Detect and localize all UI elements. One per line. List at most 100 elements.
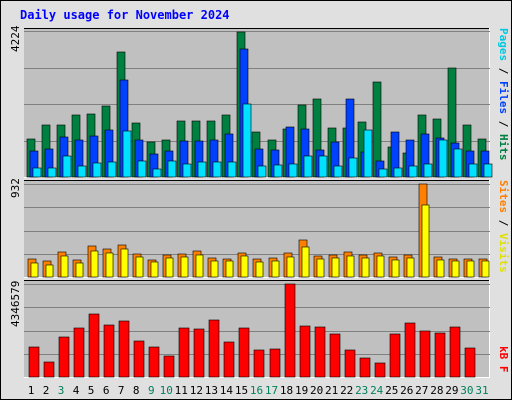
pages-bar-day-31 xyxy=(483,163,493,178)
sites-bar-day-4 xyxy=(75,262,84,278)
kb-f-bar-day-23 xyxy=(359,357,371,378)
sites-bar-day-17 xyxy=(271,260,280,278)
sites-bar-day-13 xyxy=(210,260,219,278)
day-label-29: 29 xyxy=(445,384,458,397)
kb-f-bar-day-1 xyxy=(28,346,40,378)
sites-bar-day-12 xyxy=(195,254,204,278)
pages-bar-day-8 xyxy=(137,160,147,178)
day-label-24: 24 xyxy=(370,384,384,397)
kb-f-bar-day-8 xyxy=(133,340,145,378)
kb-f-bar-day-18 xyxy=(284,283,296,378)
day-label-14: 14 xyxy=(220,384,234,397)
day-label-3: 3 xyxy=(58,384,65,397)
pages-bar-day-25 xyxy=(393,167,403,178)
day-label-17: 17 xyxy=(265,384,278,397)
sites-bar-day-8 xyxy=(135,256,144,278)
pages-bar-day-21 xyxy=(333,165,343,178)
day-label-2: 2 xyxy=(43,384,50,397)
day-label-6: 6 xyxy=(103,384,110,397)
pages-bar-day-24 xyxy=(378,168,388,178)
kb-f-bar-day-20 xyxy=(314,326,326,378)
kb-f-bar-day-30 xyxy=(464,347,476,378)
day-label-18: 18 xyxy=(280,384,293,397)
pages-bar-day-16 xyxy=(257,165,267,178)
kb-f-bar-day-2 xyxy=(43,361,55,378)
pages-bar-day-6 xyxy=(107,161,117,178)
pages-bar-day-28 xyxy=(438,139,448,178)
pages-bar-day-12 xyxy=(197,161,207,178)
sites-bar-day-11 xyxy=(180,256,189,278)
day-label-13: 13 xyxy=(205,384,218,397)
pages-bar-day-17 xyxy=(273,164,283,178)
pages-bar-day-4 xyxy=(77,165,87,178)
day-label-23: 23 xyxy=(355,384,368,397)
sites-bar-day-30 xyxy=(466,260,475,278)
pages-bar-day-10 xyxy=(167,160,177,178)
day-label-21: 21 xyxy=(325,384,338,397)
day-label-15: 15 xyxy=(235,384,248,397)
day-label-1: 1 xyxy=(28,384,35,397)
pages-bar-day-11 xyxy=(182,163,192,178)
sites-bar-day-16 xyxy=(255,261,264,278)
hits-files-pages-panel xyxy=(24,28,493,178)
legend-separator-3: / xyxy=(497,213,510,233)
legend-kbytes: kB F xyxy=(497,346,510,373)
day-label-5: 5 xyxy=(88,384,95,397)
sites-bar-day-6 xyxy=(105,252,114,278)
sites-bar-day-22 xyxy=(346,255,355,278)
y-max-label-visits: 932 xyxy=(9,178,22,198)
kb-f-bar-day-27 xyxy=(419,330,431,378)
day-label-25: 25 xyxy=(385,384,398,397)
legend-visits: Visits xyxy=(497,233,510,273)
sites-bar-day-14 xyxy=(225,260,234,278)
kb-f-bar-day-19 xyxy=(299,325,311,378)
sites-bar-day-7 xyxy=(120,248,129,278)
day-label-12: 12 xyxy=(190,384,203,397)
sites-bar-day-31 xyxy=(481,260,490,278)
kb-f-bar-day-12 xyxy=(193,328,205,378)
day-label-9: 9 xyxy=(148,384,155,397)
kb-f-bar-day-28 xyxy=(434,332,446,378)
day-label-26: 26 xyxy=(400,384,413,397)
sites-bar-day-5 xyxy=(90,250,99,278)
chart-title: Daily usage for November 2024 xyxy=(20,8,230,22)
day-label-22: 22 xyxy=(340,384,353,397)
sites-bar-day-29 xyxy=(451,260,460,278)
kb-f-bar-day-13 xyxy=(208,319,220,378)
kb-f-bar-day-24 xyxy=(374,362,386,378)
y-max-label-kbytes: 4346579 xyxy=(9,281,22,327)
day-label-7: 7 xyxy=(118,384,125,397)
sites-bar-day-18 xyxy=(286,256,295,278)
pages-bar-day-2 xyxy=(47,167,57,178)
kb-f-bar-day-25 xyxy=(389,333,401,378)
sites-bar-day-19 xyxy=(301,246,310,278)
legend-sites-visits: Sites / Visits xyxy=(497,180,510,273)
pages-bar-day-29 xyxy=(453,148,463,178)
sites-bar-day-2 xyxy=(45,264,54,278)
legend-hits-files-pages: Pages / Files / Hits xyxy=(497,28,510,161)
sites-bar-day-25 xyxy=(391,259,400,278)
kb-f-bar-day-4 xyxy=(73,327,85,378)
sites-bar-day-15 xyxy=(240,255,249,278)
pages-bar-day-14 xyxy=(227,161,237,178)
legend-separator-2: / xyxy=(497,114,510,134)
sites-bar-day-21 xyxy=(331,257,340,278)
pages-bar-day-7 xyxy=(122,130,132,178)
kb-f-bar-day-9 xyxy=(148,346,160,378)
sites-visits-panel xyxy=(24,180,490,278)
pages-bar-day-26 xyxy=(408,165,418,178)
sites-bar-day-10 xyxy=(165,257,174,278)
kb-f-bar-day-3 xyxy=(58,336,70,378)
sites-bar-day-9 xyxy=(150,261,159,278)
legend-pages: Pages xyxy=(497,28,510,61)
day-label-16: 16 xyxy=(250,384,263,397)
sites-bar-day-26 xyxy=(406,257,415,278)
kb-f-bar-day-17 xyxy=(269,348,281,378)
day-label-19: 19 xyxy=(295,384,308,397)
legend-sites: Sites xyxy=(497,180,510,213)
kb-f-bar-day-11 xyxy=(178,327,190,378)
sites-bar-day-3 xyxy=(60,255,69,278)
pages-bar-day-13 xyxy=(212,161,222,178)
day-label-31: 31 xyxy=(475,384,488,397)
